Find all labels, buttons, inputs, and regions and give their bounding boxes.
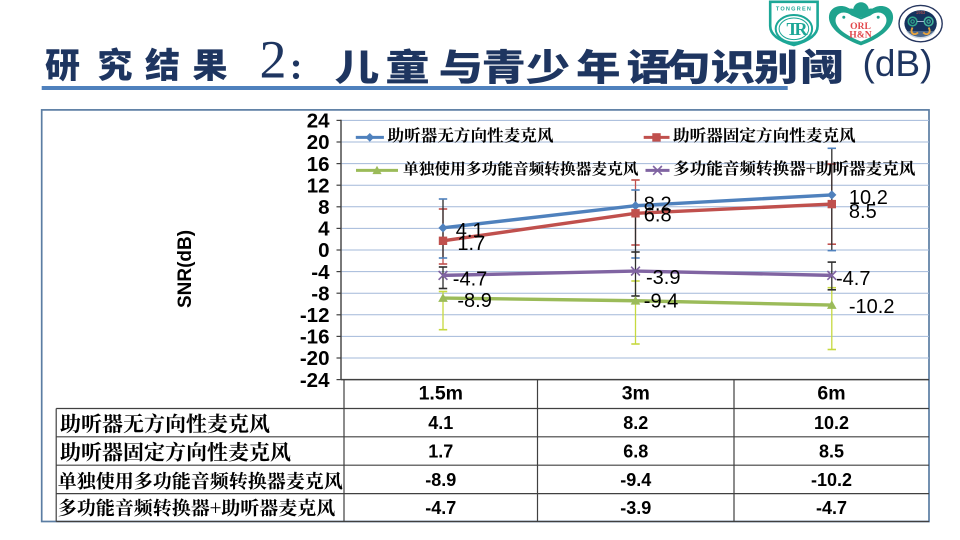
svg-text:-16: -16 [300, 326, 330, 349]
svg-text:4.1: 4.1 [428, 413, 453, 433]
svg-text:16: 16 [307, 153, 330, 176]
svg-text:-10.2: -10.2 [849, 296, 895, 318]
svg-text:-4.7: -4.7 [453, 269, 487, 291]
svg-text:8.5: 8.5 [819, 442, 844, 462]
svg-text:-3.9: -3.9 [620, 498, 651, 518]
svg-text:-4: -4 [311, 261, 330, 284]
svg-text:10.2: 10.2 [814, 413, 849, 433]
svg-text:-10.2: -10.2 [811, 470, 852, 490]
svg-text:-20: -20 [300, 347, 330, 370]
svg-text:-8: -8 [311, 282, 329, 305]
svg-text:H&N: H&N [849, 30, 871, 41]
svg-text:24: 24 [307, 110, 330, 133]
svg-text:-24: -24 [300, 369, 330, 392]
svg-text:20: 20 [307, 131, 330, 154]
svg-text:4.1: 4.1 [456, 220, 484, 242]
svg-text:ORL: ORL [850, 21, 871, 32]
svg-text:3m: 3m [622, 383, 650, 405]
svg-text:TONGREN: TONGREN [776, 7, 812, 13]
svg-text:6.8: 6.8 [623, 442, 648, 462]
svg-text:8: 8 [318, 196, 329, 219]
svg-text:(dB): (dB) [863, 43, 933, 84]
svg-text:1953: 1953 [916, 10, 926, 15]
svg-text:-8.9: -8.9 [425, 470, 456, 490]
svg-text:SNR(dB): SNR(dB) [175, 230, 196, 308]
svg-text:10.2: 10.2 [849, 187, 888, 209]
svg-text:-9.4: -9.4 [644, 290, 678, 312]
svg-text:12: 12 [307, 174, 330, 197]
svg-text:-9.4: -9.4 [620, 470, 651, 490]
svg-text:8.5: 8.5 [849, 201, 877, 223]
svg-text:0: 0 [318, 239, 329, 262]
svg-text:8.2: 8.2 [644, 193, 672, 215]
svg-text:2: 2 [260, 30, 287, 90]
svg-text:6m: 6m [817, 383, 845, 405]
svg-text:-3.9: -3.9 [646, 267, 680, 289]
svg-text:1.7: 1.7 [428, 442, 453, 462]
svg-text:-12: -12 [300, 304, 330, 327]
svg-text:-4.7: -4.7 [836, 268, 870, 290]
svg-text:4: 4 [318, 218, 330, 241]
svg-text:-4.7: -4.7 [425, 498, 456, 518]
svg-text:-4.7: -4.7 [816, 498, 847, 518]
svg-text:8.2: 8.2 [623, 413, 648, 433]
svg-text:1.7: 1.7 [457, 233, 485, 255]
svg-text:6.8: 6.8 [644, 205, 672, 227]
svg-text:-8.9: -8.9 [457, 290, 491, 312]
svg-text:1.5m: 1.5m [419, 383, 463, 405]
